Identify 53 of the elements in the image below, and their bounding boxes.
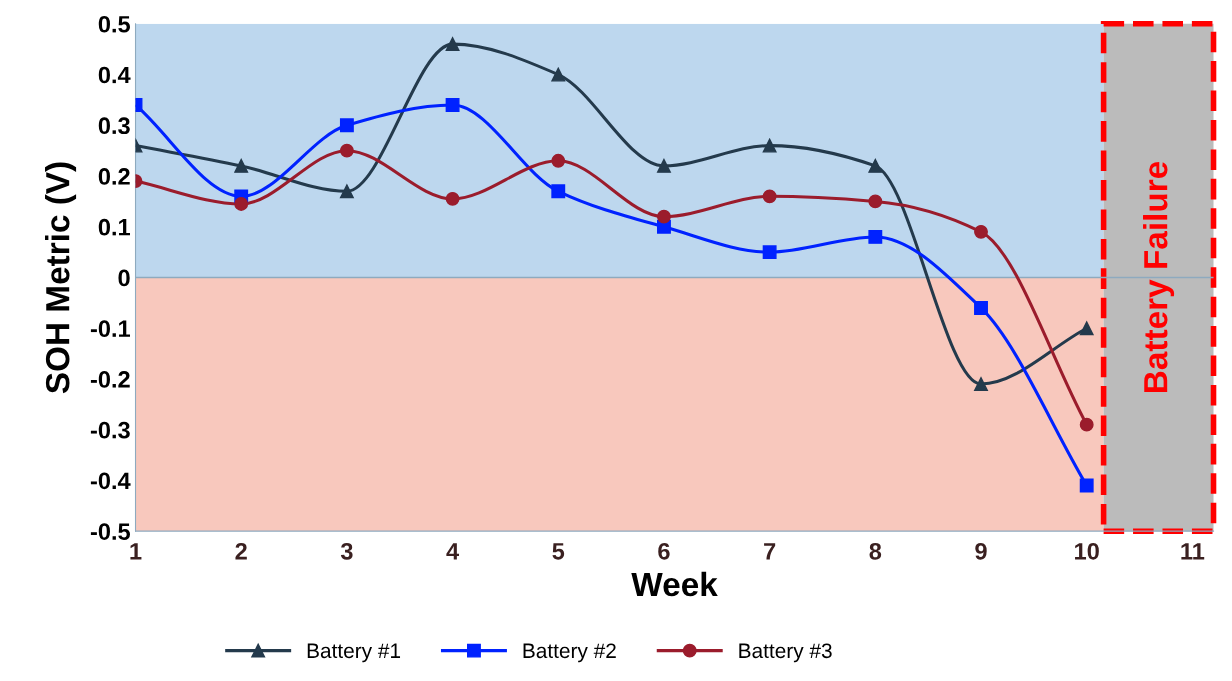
- y-tick-label: 0: [118, 269, 130, 287]
- point: [445, 98, 460, 112]
- x-tick-label: 3: [340, 542, 353, 560]
- x-tick-label: 4: [446, 543, 460, 560]
- point: [551, 184, 566, 199]
- point: [974, 377, 988, 391]
- y-tick-label: 0.4: [98, 66, 131, 84]
- y-tick-label: 0.2: [98, 168, 130, 185]
- point: [762, 189, 777, 204]
- x-tick-label: 6: [658, 542, 670, 560]
- legend-label: Battery #2: [523, 643, 616, 663]
- y-axis-title: SOH Metric (V): [45, 162, 77, 394]
- point: [339, 184, 354, 199]
- point: [1079, 478, 1094, 493]
- y-tick-label: -0.1: [90, 320, 130, 338]
- point: [657, 158, 671, 173]
- point: [551, 153, 566, 168]
- y-tick-label: -0.2: [90, 371, 130, 388]
- y-tick-label: -0.4: [90, 472, 131, 490]
- x-tick-label: 8: [869, 542, 882, 560]
- point: [234, 196, 249, 211]
- y-tick-label: 0.3: [98, 117, 130, 135]
- point: [974, 301, 988, 315]
- x-tick-label: 7: [764, 543, 776, 560]
- x-tick-label: 9: [975, 542, 987, 560]
- x-tick-label: 10: [1075, 542, 1099, 560]
- band-label: Battery Failure: [1143, 161, 1175, 392]
- x-tick-label: 2: [235, 542, 247, 560]
- point: [868, 194, 883, 209]
- x-tick-label: 5: [552, 543, 565, 560]
- point: [868, 158, 883, 173]
- point: [445, 191, 460, 206]
- point: [339, 143, 354, 158]
- legend-label: Battery #3: [739, 643, 832, 663]
- point: [1079, 321, 1094, 336]
- x-axis-title: Week: [631, 571, 718, 597]
- y-tick-label: -0.3: [90, 421, 130, 439]
- point: [1079, 417, 1094, 432]
- x-tick-label: 1: [130, 543, 142, 560]
- point: [551, 67, 566, 82]
- point: [762, 138, 777, 153]
- y-tick-label: 0.5: [98, 15, 130, 33]
- point: [339, 118, 354, 133]
- point: [762, 245, 777, 260]
- point: [657, 209, 671, 224]
- x-tick-label: 11: [1181, 543, 1205, 560]
- point: [234, 158, 249, 173]
- y-tick-label: 0.1: [98, 218, 130, 236]
- point: [974, 224, 988, 239]
- legend-label: Battery #1: [307, 643, 401, 663]
- y-tick-label: -0.5: [90, 523, 130, 540]
- point: [445, 37, 460, 52]
- point: [868, 229, 883, 244]
